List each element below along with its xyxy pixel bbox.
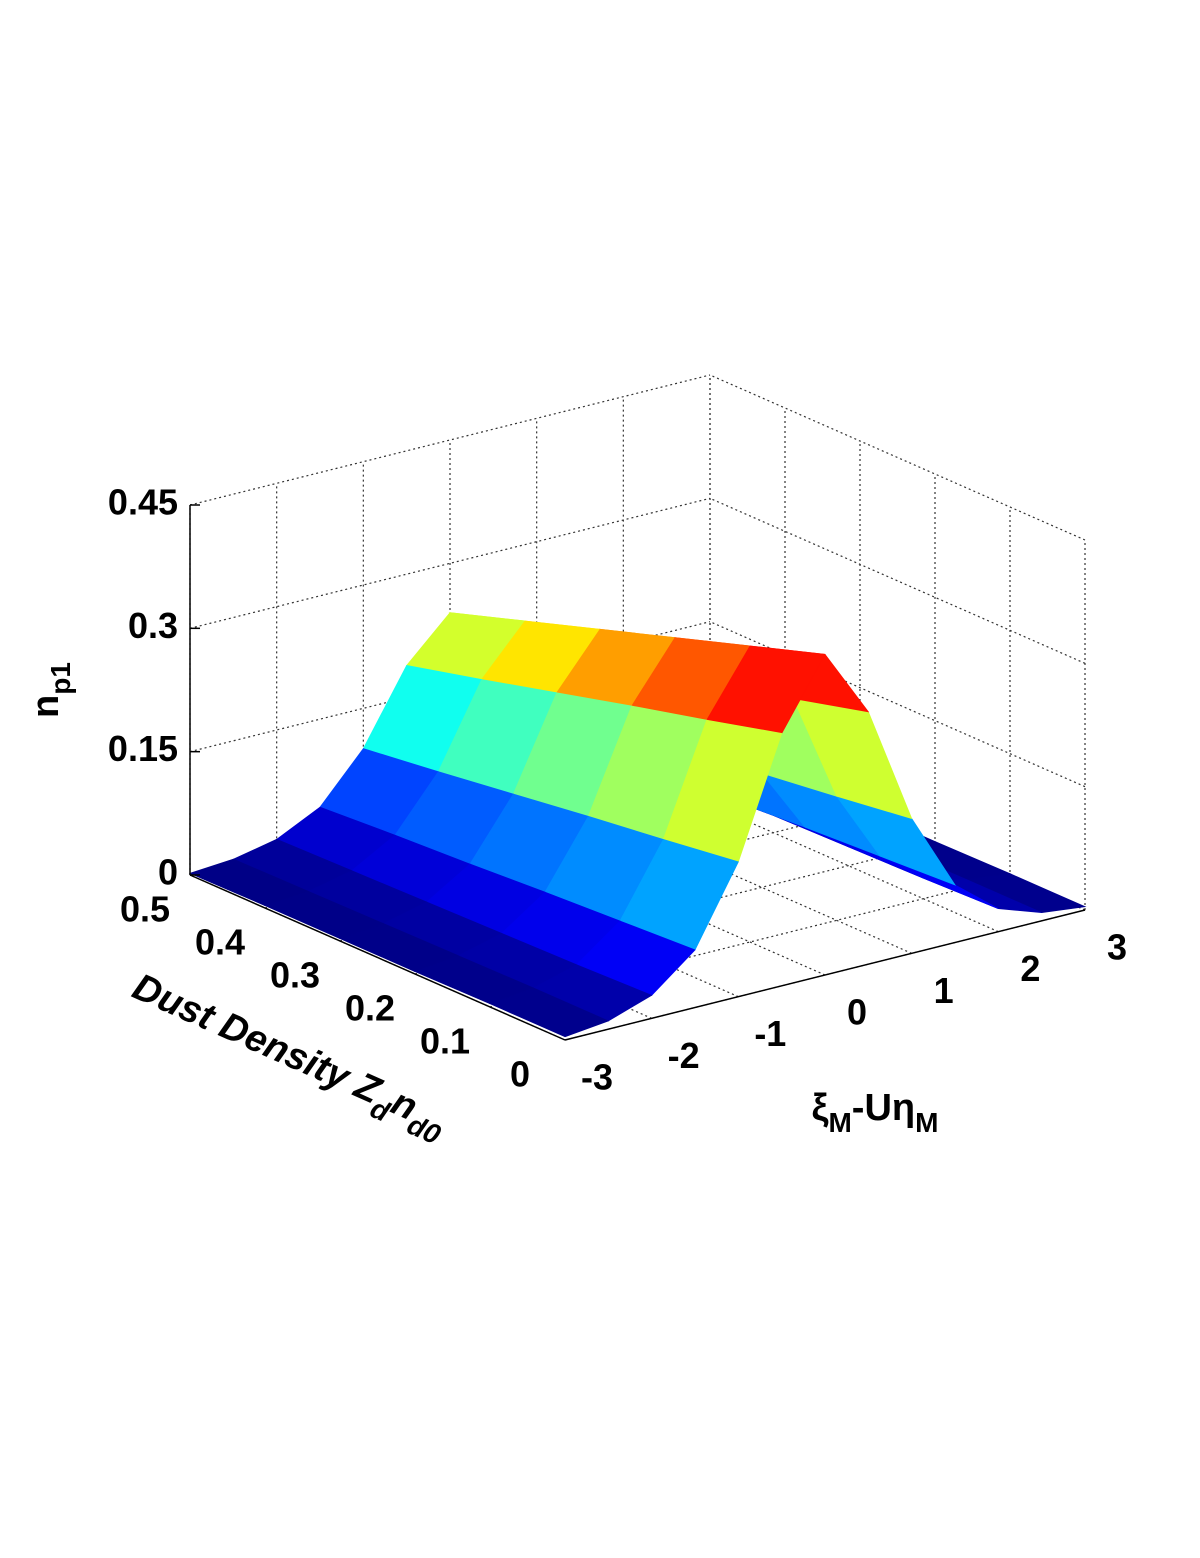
grid-line (339, 810, 861, 942)
z-label-main: n (25, 695, 67, 718)
y-tick-label: 0.4 (195, 922, 245, 963)
z-tick-label: 0.3 (128, 605, 178, 646)
surface (188, 612, 1087, 1038)
x-label-part: -Uη (852, 1087, 915, 1129)
x-tick-label: 2 (1020, 948, 1040, 989)
x-label-sub: M (915, 1107, 938, 1138)
x-tick-label: -3 (581, 1057, 613, 1098)
z-label-sub: p1 (45, 662, 76, 695)
x-tick-label: 3 (1107, 927, 1127, 968)
y-tick-label: 0.1 (420, 1021, 470, 1062)
x-tick-label: 0 (847, 992, 867, 1033)
y-tick-label: 0.3 (270, 955, 320, 996)
x-tick-label: -1 (754, 1013, 786, 1054)
surface-patch (488, 987, 610, 1038)
grid-line (189, 374, 711, 506)
x-tick-label: -2 (668, 1035, 700, 1076)
grid-line (709, 497, 1086, 664)
z-tick-label: 0.45 (108, 482, 178, 523)
y-tick-label: 0 (510, 1054, 530, 1095)
axis-line (189, 874, 566, 1041)
grid-line (489, 876, 1011, 1008)
y-tick-label: 0.5 (120, 889, 170, 930)
z-axis-label: np1 (25, 662, 76, 718)
grid-line (709, 374, 1086, 541)
grid-line (414, 843, 936, 975)
grid-line (189, 497, 711, 629)
axis-line (564, 909, 1086, 1041)
x-axis-label: ξM-UηM (812, 1087, 939, 1138)
x-label-part: ξ (812, 1087, 829, 1129)
z-tick-label: 0 (158, 852, 178, 893)
x-tick-label: 1 (934, 970, 954, 1011)
y-tick-label: 0.2 (345, 988, 395, 1029)
z-tick-label: 0.15 (108, 728, 178, 769)
x-label-sub: M (828, 1107, 851, 1138)
